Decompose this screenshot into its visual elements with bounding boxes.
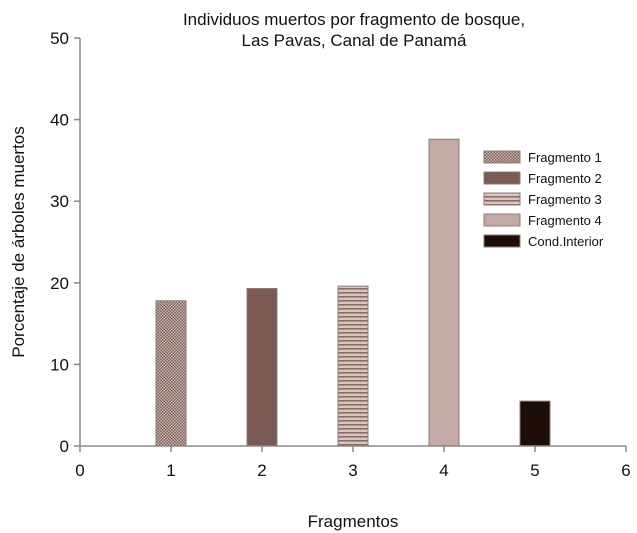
chart-title-line-1: Individuos muertos por fragmento de bosq… <box>183 10 525 29</box>
y-tick-label: 40 <box>50 111 69 130</box>
bars-layer <box>155 138 551 447</box>
legend-label-1: Fragmento 1 <box>528 150 602 165</box>
legend-swatch-5 <box>483 234 521 248</box>
x-tick-label: 0 <box>75 461 84 480</box>
y-tick-label: 10 <box>50 355 69 374</box>
x-tick-label: 2 <box>257 461 266 480</box>
x-tick-label: 6 <box>621 461 630 480</box>
y-tick-label: 0 <box>60 437 69 456</box>
legend-swatch-4 <box>483 213 521 227</box>
y-tick-label: 20 <box>50 274 69 293</box>
x-tick-label: 3 <box>348 461 357 480</box>
legend: Fragmento 1 Fragmento 2 Fragmento 3 Fragmen… <box>483 150 604 249</box>
legend-swatch-3 <box>483 192 521 206</box>
y-ticks: 0 10 20 30 40 50 <box>50 29 80 456</box>
y-tick-label: 50 <box>50 29 69 48</box>
x-tick-label: 5 <box>530 461 539 480</box>
y-tick-label: 30 <box>50 192 69 211</box>
chart-title: Individuos muertos por fragmento de bosq… <box>183 10 525 50</box>
legend-swatch-2 <box>483 171 521 185</box>
x-ticks: 0 1 2 3 4 5 6 <box>75 446 631 480</box>
legend-label-5: Cond.Interior <box>528 234 604 249</box>
chart-title-line-2: Las Pavas, Canal de Panamá <box>242 31 467 50</box>
x-tick-label: 4 <box>439 461 448 480</box>
bar-5 <box>519 400 551 447</box>
y-axis-label: Porcentaje de árboles muertos <box>9 126 28 358</box>
bar-1 <box>155 300 187 447</box>
legend-label-3: Fragmento 3 <box>528 192 602 207</box>
legend-label-2: Fragmento 2 <box>528 171 602 186</box>
x-axis-label: Fragmentos <box>308 512 399 531</box>
legend-label-4: Fragmento 4 <box>528 213 602 228</box>
x-tick-label: 1 <box>166 461 175 480</box>
legend-swatch-1 <box>483 150 521 164</box>
bar-2 <box>246 288 278 447</box>
bar-3 <box>337 285 369 447</box>
bar-4 <box>428 138 460 447</box>
